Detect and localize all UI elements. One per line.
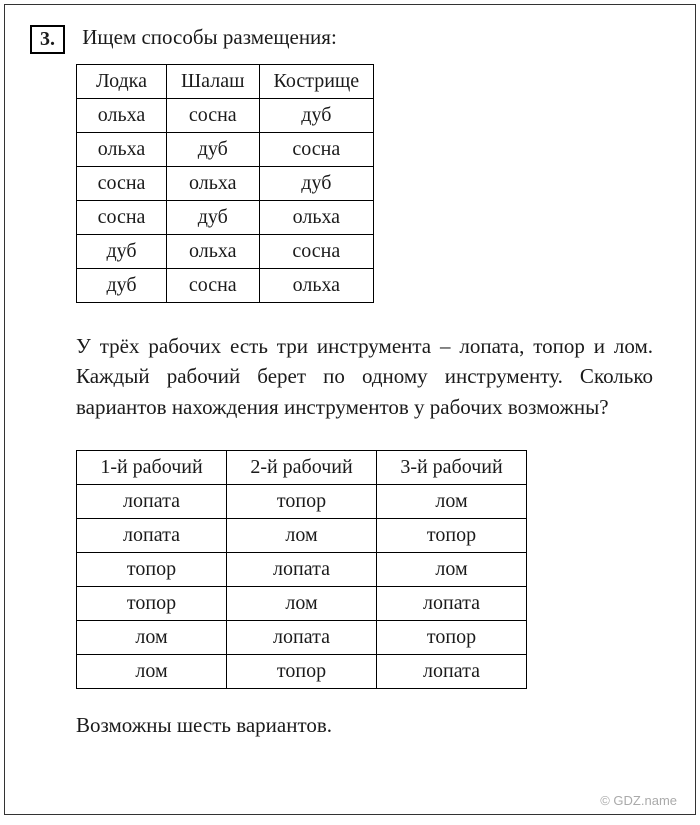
table-cell: дуб <box>259 99 374 133</box>
table-row: лопата лом топор <box>77 519 527 553</box>
table-cell: лопата <box>77 485 227 519</box>
table-cell: ольха <box>259 201 374 235</box>
table-row: лом топор лопата <box>77 655 527 689</box>
table-header-cell: Лодка <box>77 65 167 99</box>
table-cell: лом <box>77 655 227 689</box>
conclusion-text: Возможны шесть вариантов. <box>76 713 665 738</box>
table-cell: сосна <box>259 235 374 269</box>
table-cell: топор <box>77 553 227 587</box>
table-cell: лом <box>77 621 227 655</box>
table-cell: лопата <box>77 519 227 553</box>
table1-wrapper: Лодка Шалаш Кострище ольха сосна дуб оль… <box>76 64 665 303</box>
table-cell: дуб <box>167 133 260 167</box>
workers-table: 1-й рабочий 2-й рабочий 3-й рабочий лопа… <box>76 450 527 689</box>
table-row: топор лопата лом <box>77 553 527 587</box>
table-header-cell: Шалаш <box>167 65 260 99</box>
table-cell: топор <box>377 621 527 655</box>
page-container: 3. Ищем способы размещения: Лодка Шалаш … <box>4 4 696 815</box>
table2-wrapper: 1-й рабочий 2-й рабочий 3-й рабочий лопа… <box>76 450 665 689</box>
intro-text: Ищем способы размещения: <box>82 25 337 49</box>
table-row: ольха дуб сосна <box>77 133 374 167</box>
table-cell: ольха <box>167 235 260 269</box>
placement-table: Лодка Шалаш Кострище ольха сосна дуб оль… <box>76 64 374 303</box>
table-row: лом лопата топор <box>77 621 527 655</box>
table-cell: топор <box>377 519 527 553</box>
problem-paragraph: У трёх рабочих есть три инструмента – ло… <box>76 331 653 422</box>
table-cell: сосна <box>167 269 260 303</box>
table-row: 1-й рабочий 2-й рабочий 3-й рабочий <box>77 451 527 485</box>
table-header-cell: 1-й рабочий <box>77 451 227 485</box>
table-header-cell: 3-й рабочий <box>377 451 527 485</box>
table-cell: топор <box>227 485 377 519</box>
table-cell: сосна <box>259 133 374 167</box>
table-cell: лопата <box>377 655 527 689</box>
table-cell: дуб <box>167 201 260 235</box>
table-cell: лом <box>227 519 377 553</box>
table-cell: дуб <box>77 269 167 303</box>
table-row: топор лом лопата <box>77 587 527 621</box>
watermark: © GDZ.name <box>600 793 677 808</box>
table-cell: дуб <box>259 167 374 201</box>
table-cell: ольха <box>77 99 167 133</box>
table-cell: лопата <box>377 587 527 621</box>
table-header-cell: 2-й рабочий <box>227 451 377 485</box>
table-cell: сосна <box>77 201 167 235</box>
table-header-cell: Кострище <box>259 65 374 99</box>
exercise-number-box: 3. <box>30 25 65 54</box>
table-cell: ольха <box>167 167 260 201</box>
table-cell: лопата <box>227 621 377 655</box>
table-cell: ольха <box>259 269 374 303</box>
table-cell: лом <box>377 485 527 519</box>
table-row: дуб ольха сосна <box>77 235 374 269</box>
table-cell: сосна <box>167 99 260 133</box>
table-row: сосна ольха дуб <box>77 167 374 201</box>
table-cell: лом <box>227 587 377 621</box>
table-row: лопата топор лом <box>77 485 527 519</box>
table-cell: топор <box>77 587 227 621</box>
table-cell: дуб <box>77 235 167 269</box>
exercise-header: 3. Ищем способы размещения: <box>30 25 665 54</box>
table-row: ольха сосна дуб <box>77 99 374 133</box>
table-row: сосна дуб ольха <box>77 201 374 235</box>
table-row: дуб сосна ольха <box>77 269 374 303</box>
table-row: Лодка Шалаш Кострище <box>77 65 374 99</box>
table-cell: топор <box>227 655 377 689</box>
table-cell: лом <box>377 553 527 587</box>
table-cell: ольха <box>77 133 167 167</box>
table-cell: сосна <box>77 167 167 201</box>
table-cell: лопата <box>227 553 377 587</box>
